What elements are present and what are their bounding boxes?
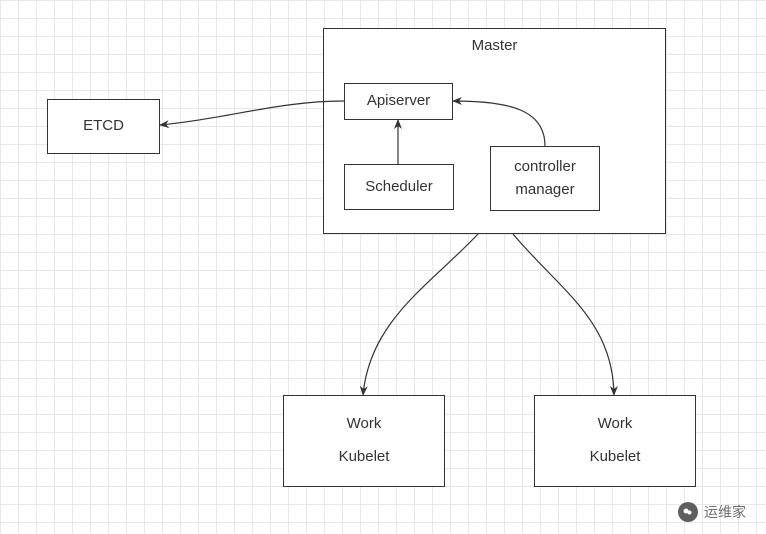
node-etcd-label: ETCD — [83, 115, 124, 138]
watermark-text: 运维家 — [704, 502, 746, 522]
node-controller-label2: manager — [515, 179, 574, 202]
node-work2: Work Kubelet — [534, 395, 696, 487]
node-work2-label1: Work — [598, 413, 633, 436]
node-master-label: Master — [324, 37, 665, 54]
node-work1: Work Kubelet — [283, 395, 445, 487]
node-scheduler-label: Scheduler — [365, 176, 433, 199]
node-etcd: ETCD — [47, 99, 160, 154]
node-work2-label2: Kubelet — [590, 446, 641, 469]
node-apiserver: Apiserver — [344, 83, 453, 120]
node-work1-label2: Kubelet — [339, 446, 390, 469]
node-scheduler: Scheduler — [344, 164, 454, 210]
node-controller-label1: controller — [514, 156, 576, 179]
node-controller: controller manager — [490, 146, 600, 211]
node-work1-label1: Work — [347, 413, 382, 436]
wechat-icon — [678, 502, 698, 522]
node-apiserver-label: Apiserver — [367, 90, 430, 113]
watermark: 运维家 — [678, 502, 746, 522]
